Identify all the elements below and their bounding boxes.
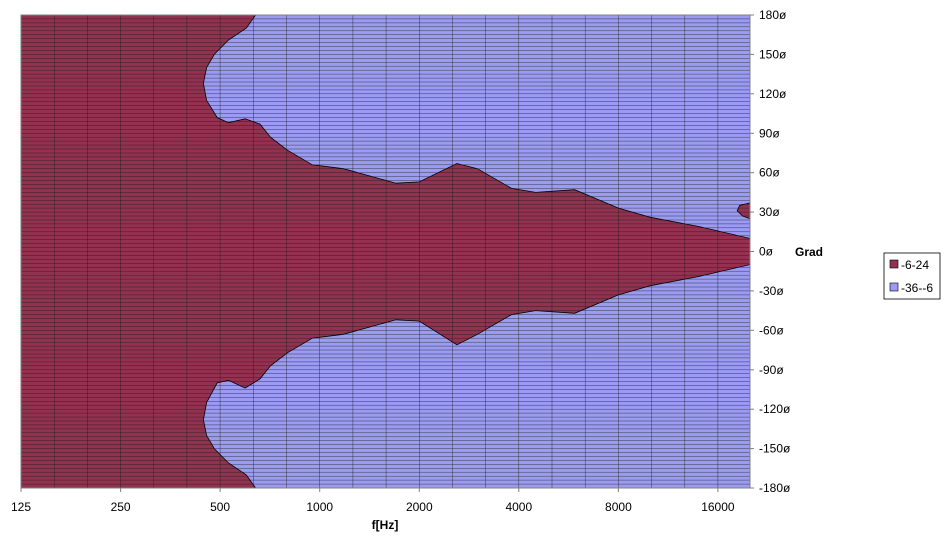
x-tick-label: 125	[11, 500, 31, 514]
y-tick-label: 180ø	[759, 8, 787, 22]
legend-label-36-6: -36--6	[901, 281, 933, 295]
x-tick-label: 250	[111, 500, 131, 514]
vertical-grid-lines	[53, 15, 719, 488]
y-tick-label: 0ø	[759, 245, 774, 259]
y-tick-label: 150ø	[759, 47, 787, 61]
y-axis-title: Grad	[795, 245, 823, 259]
legend-swatch-6-24	[889, 259, 899, 269]
y-tick-label: -60ø	[759, 323, 784, 337]
y-tick-label: -30ø	[759, 284, 784, 298]
legend: -6-24 -36--6	[883, 252, 941, 300]
horizontal-grid-lines	[21, 18, 750, 485]
y-tick-label: -90ø	[759, 363, 784, 377]
y-tick-label: -120ø	[759, 402, 791, 416]
x-tick-label: 1000	[306, 500, 333, 514]
x-tick-label: 16000	[701, 500, 735, 514]
y-tick-label: 30ø	[759, 205, 780, 219]
y-tick-label: 120ø	[759, 87, 787, 101]
y-tick-label: -150ø	[759, 442, 791, 456]
y-tick-label: -180ø	[759, 481, 791, 495]
x-axis-title: f[Hz]	[372, 518, 399, 532]
x-axis-ticks: 125 250 500 1000 2000 4000 8000 16000	[11, 488, 735, 514]
legend-swatch-36-6	[889, 282, 899, 292]
x-tick-label: 4000	[505, 500, 532, 514]
legend-label-6-24: -6-24	[901, 258, 929, 272]
y-tick-label: 90ø	[759, 126, 780, 140]
y-tick-label: 60ø	[759, 166, 780, 180]
x-tick-label: 2000	[406, 500, 433, 514]
x-tick-label: 8000	[605, 500, 632, 514]
x-tick-label: 500	[210, 500, 230, 514]
y-axis-ticks: 180ø 150ø 120ø 90ø 60ø 30ø 0ø -30ø -60ø -90ø -120ø…	[750, 8, 791, 495]
